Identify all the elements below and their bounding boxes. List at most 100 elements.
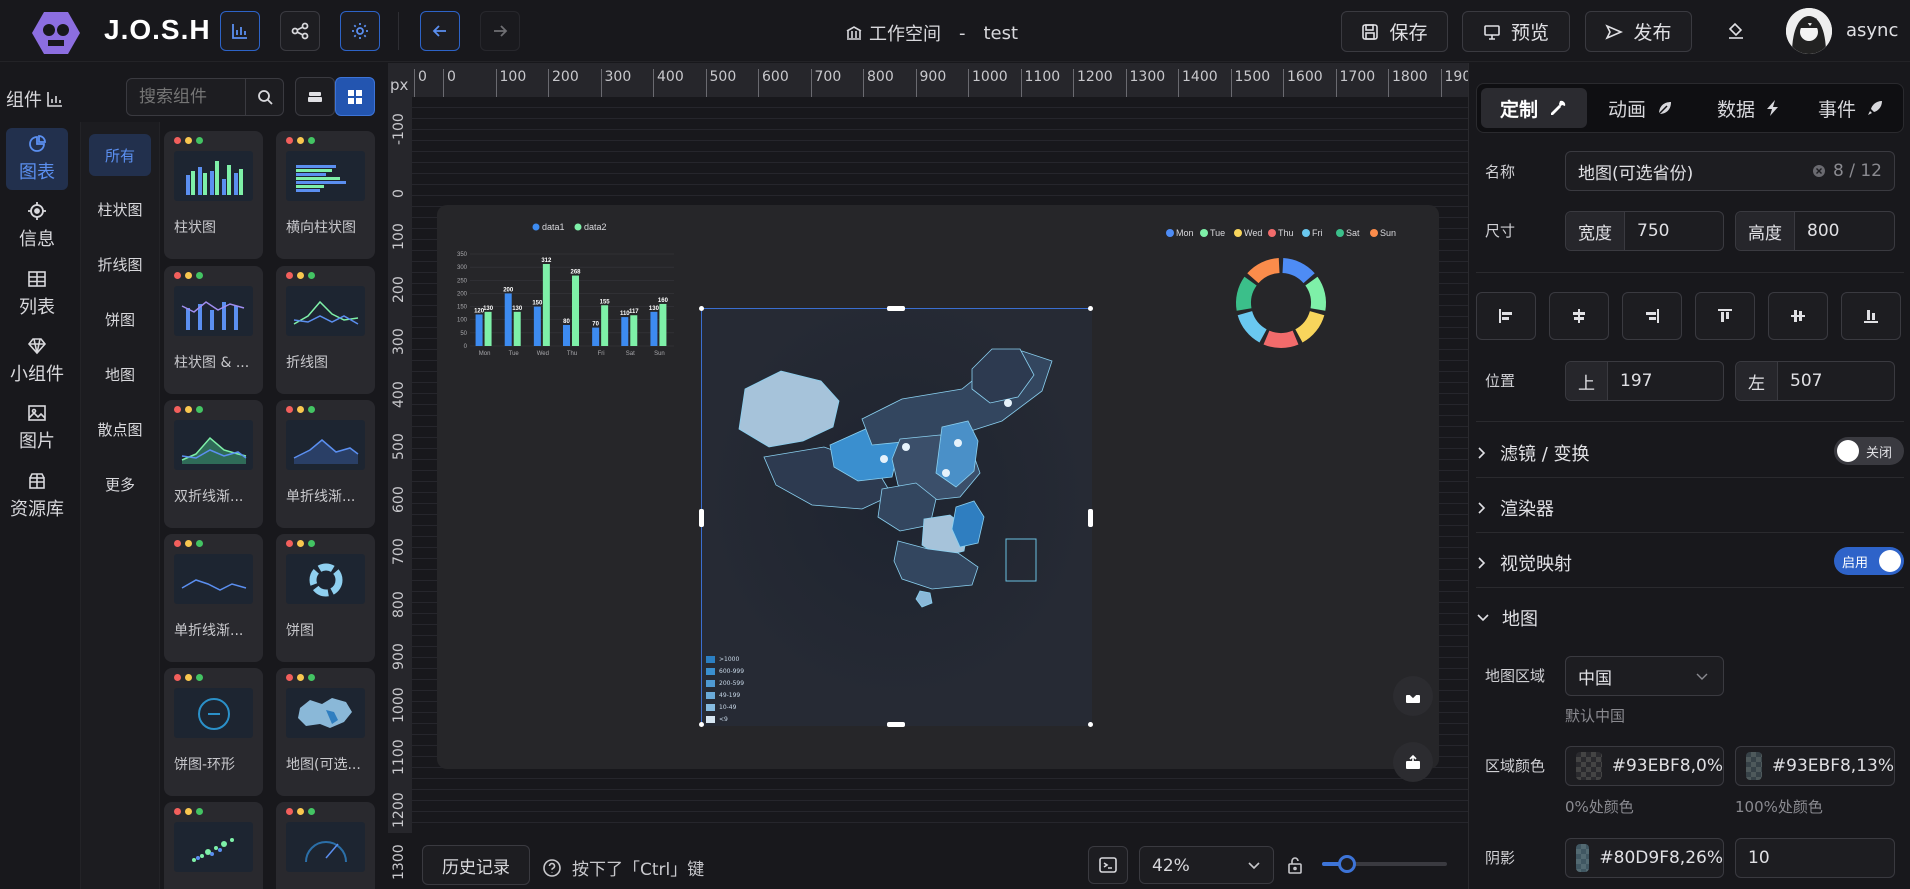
image-icon [27, 403, 47, 423]
category-library[interactable]: 资源库 [6, 465, 68, 527]
chart-view-button[interactable] [220, 11, 260, 51]
align-hcenter-button[interactable] [1549, 292, 1609, 340]
zoom-slider[interactable] [1322, 855, 1447, 873]
legend-label: data1 [542, 222, 565, 232]
sub-bar[interactable]: 柱状图 [97, 200, 143, 219]
resize-handle-left[interactable] [699, 509, 704, 527]
align-left-button[interactable] [1476, 292, 1536, 340]
resize-handle-right[interactable] [1088, 509, 1093, 527]
resize-handle-bottom[interactable] [887, 722, 905, 727]
resize-handle-top[interactable] [887, 306, 905, 311]
color-100-field[interactable]: #93EBF8,13% [1735, 746, 1895, 786]
card-scatter[interactable] [164, 802, 263, 889]
align-vcenter-button[interactable] [1768, 292, 1828, 340]
card-map[interactable]: 地图(可选... [276, 668, 375, 796]
category-list[interactable]: 列表 [6, 263, 68, 325]
sub-pie[interactable]: 饼图 [104, 310, 135, 329]
zoom-slider-knob[interactable] [1338, 855, 1356, 873]
lock-button[interactable] [1285, 855, 1305, 879]
resize-handle-tl[interactable] [699, 306, 704, 311]
bar-chart-widget[interactable]: data1 data2350300250200150100500Mon120130… [444, 218, 684, 358]
card-label: 横向柱状图 [286, 220, 356, 236]
height-field[interactable]: 高度 800 [1735, 211, 1895, 251]
flow-view-button[interactable] [280, 11, 320, 51]
donut-chart-widget[interactable]: Mon Tue Wed Thu Fri Sat Sun [1160, 222, 1410, 362]
layer-view-button[interactable] [295, 77, 335, 116]
color-swatch[interactable] [1576, 752, 1602, 780]
category-chart[interactable]: 图表 [6, 128, 68, 190]
section-visual-map[interactable]: 视觉映射 [1476, 550, 1572, 576]
tab-customize[interactable]: 定制 [1481, 88, 1587, 128]
top-field[interactable]: 上 197 [1565, 361, 1724, 401]
filter-toggle-label: 关闭 [1866, 445, 1893, 461]
zoom-select[interactable]: 42% [1139, 846, 1274, 884]
section-map[interactable]: 地图 [1476, 605, 1538, 631]
resize-handle-bl[interactable] [699, 722, 704, 727]
category-info[interactable]: 信息 [6, 195, 68, 257]
tab-data[interactable]: 数据 [1699, 88, 1799, 128]
preview-button[interactable]: 预览 [1462, 11, 1570, 52]
sub-all[interactable]: 所有 [89, 134, 151, 176]
color-swatch[interactable] [1746, 752, 1762, 780]
card-single-line-gradient[interactable]: 单折线渐... [276, 400, 375, 528]
name-field[interactable]: 地图(可选省份) 8 / 12 [1565, 151, 1895, 191]
clear-icon[interactable] [1812, 164, 1826, 178]
resize-handle-br[interactable] [1088, 722, 1093, 727]
left-field[interactable]: 左 507 [1735, 361, 1895, 401]
card-hbar-chart[interactable]: 横向柱状图 [276, 131, 375, 259]
terminal-button[interactable] [1088, 846, 1128, 884]
sub-scatter[interactable]: 散点图 [97, 420, 143, 439]
sub-line[interactable]: 折线图 [97, 255, 143, 274]
bar [504, 293, 512, 346]
color-0-field[interactable]: #93EBF8,0% [1565, 746, 1724, 786]
y-tick-label: 100 [457, 318, 468, 324]
redo-button[interactable] [480, 11, 520, 51]
section-renderer[interactable]: 渲染器 [1476, 495, 1554, 521]
card-single-line-gradient-2[interactable]: 单折线渐... [164, 534, 263, 662]
shadow-color-field[interactable]: #80D9F8,26% [1565, 838, 1724, 878]
ruler-y-tick: 800 [391, 590, 407, 618]
card-gauge[interactable] [276, 802, 375, 889]
history-button[interactable]: 历史记录 [422, 845, 530, 885]
card-double-line-gradient[interactable]: 双折线渐... [164, 400, 263, 528]
data-label: 150 [532, 301, 543, 307]
theme-button[interactable] [1726, 20, 1746, 44]
sub-map[interactable]: 地图 [104, 365, 135, 384]
avatar[interactable] [1786, 8, 1832, 54]
filter-toggle[interactable]: 关闭 [1834, 437, 1904, 465]
save-button[interactable]: 保存 [1341, 11, 1448, 52]
card-bar-line-chart[interactable]: 柱状图 & ... [164, 266, 263, 394]
tab-animation[interactable]: 动画 [1591, 88, 1691, 128]
card-bar-chart[interactable]: 柱状图 [164, 131, 263, 259]
card-pie-ring[interactable]: 饼图-环形 [164, 668, 263, 796]
settings-button[interactable] [340, 11, 380, 51]
map-region-south [893, 540, 979, 590]
tab-event[interactable]: 事件 [1801, 88, 1901, 128]
sub-more[interactable]: 更多 [104, 475, 135, 494]
map-widget[interactable]: >1000 600-999 200-599 49-199 10-49 <9 [699, 306, 1093, 727]
username[interactable]: async [1846, 20, 1899, 41]
card-line-chart[interactable]: 折线图 [276, 266, 375, 394]
map-region-select[interactable]: 中国 [1565, 656, 1724, 696]
align-bottom-button[interactable] [1841, 292, 1901, 340]
category-image[interactable]: 图片 [6, 397, 68, 459]
search-button[interactable] [245, 79, 283, 115]
color-swatch[interactable] [1576, 844, 1590, 872]
search-input[interactable] [139, 87, 239, 107]
section-filter[interactable]: 滤镜 / 变换 [1476, 440, 1590, 466]
publish-button[interactable]: 发布 [1585, 11, 1692, 52]
category-widget[interactable]: 小组件 [6, 330, 68, 392]
grid-view-button[interactable] [335, 77, 375, 116]
export-button[interactable] [1393, 742, 1433, 782]
width-field[interactable]: 宽度 750 [1565, 211, 1724, 251]
import-button[interactable] [1393, 676, 1433, 716]
resize-handle-tr[interactable] [1088, 306, 1093, 311]
align-top-button[interactable] [1695, 292, 1755, 340]
align-right-button[interactable] [1622, 292, 1682, 340]
thumb-ring [174, 688, 253, 738]
visual-map-toggle[interactable]: 启用 [1834, 547, 1904, 575]
undo-button[interactable] [420, 11, 460, 51]
card-pie[interactable]: 饼图 [276, 534, 375, 662]
shadow-blur-field[interactable]: 10 [1735, 838, 1895, 878]
monitor-icon [1483, 23, 1501, 41]
